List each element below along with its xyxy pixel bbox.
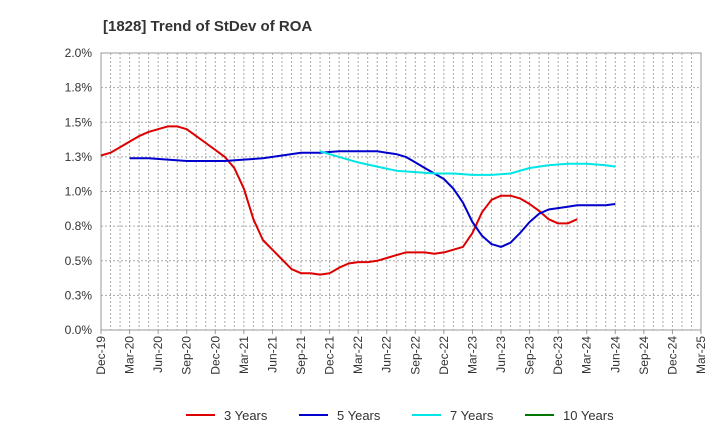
x-tick-label: Sep-23 — [523, 336, 537, 375]
x-tick-label: Sep-22 — [408, 336, 422, 375]
y-tick-label: 0.5% — [65, 254, 93, 268]
legend-label: 5 Years — [337, 408, 381, 423]
y-axis: 0.0% 0.3% 0.5% 0.8% 1.0% 1.3% 1.5% 1.8% 2.0% — [65, 46, 93, 337]
x-tick-label: Dec-20 — [208, 336, 222, 375]
y-tick-label: 1.5% — [65, 115, 93, 129]
x-axis: Dec-19 Mar-20 Jun-20 Sep-20 Dec-20 Mar-21 Jun-… — [94, 330, 708, 375]
y-tick-label: 0.3% — [65, 288, 93, 302]
x-tick-label: Dec-21 — [323, 336, 337, 375]
series-lines — [100, 125, 616, 276]
x-tick-label: Sep-20 — [180, 336, 194, 375]
legend-label: 10 Years — [563, 408, 614, 423]
x-tick-label: Jun-22 — [380, 336, 394, 373]
x-tick-label: Mar-25 — [694, 336, 708, 374]
x-tick-label: Sep-24 — [637, 336, 651, 375]
y-tick-label: 1.8% — [65, 81, 93, 95]
x-tick-label: Dec-22 — [437, 336, 451, 375]
x-tick-label: Jun-23 — [494, 336, 508, 373]
series-line-3-years — [100, 125, 578, 276]
x-tick-label: Dec-23 — [551, 336, 565, 375]
y-tick-label: 2.0% — [65, 46, 93, 60]
series-line-7-years — [319, 150, 616, 176]
y-tick-label: 0.8% — [65, 219, 93, 233]
plot-area — [100, 52, 702, 331]
legend-label: 3 Years — [224, 408, 268, 423]
x-tick-label: Mar-22 — [351, 336, 365, 374]
x-tick-label: Dec-19 — [94, 336, 108, 375]
y-tick-label: 0.0% — [65, 323, 93, 337]
x-tick-label: Mar-20 — [123, 336, 137, 374]
x-tick-label: Jun-24 — [608, 336, 622, 373]
y-tick-label: 1.0% — [65, 185, 93, 199]
legend: 3 Years 5 Years 7 Years 10 Years — [186, 408, 614, 423]
x-tick-label: Sep-21 — [294, 336, 308, 375]
x-tick-label: Mar-23 — [465, 336, 479, 374]
x-tick-label: Mar-21 — [237, 336, 251, 374]
legend-label: 7 Years — [450, 408, 494, 423]
x-tick-label: Dec-24 — [665, 336, 679, 375]
chart-grid — [101, 53, 701, 330]
y-tick-label: 1.3% — [65, 150, 93, 164]
x-tick-label: Jun-21 — [265, 336, 279, 373]
x-tick-label: Mar-24 — [580, 336, 594, 374]
x-tick-label: Jun-20 — [151, 336, 165, 373]
chart-title: [1828] Trend of StDev of ROA — [103, 18, 312, 35]
